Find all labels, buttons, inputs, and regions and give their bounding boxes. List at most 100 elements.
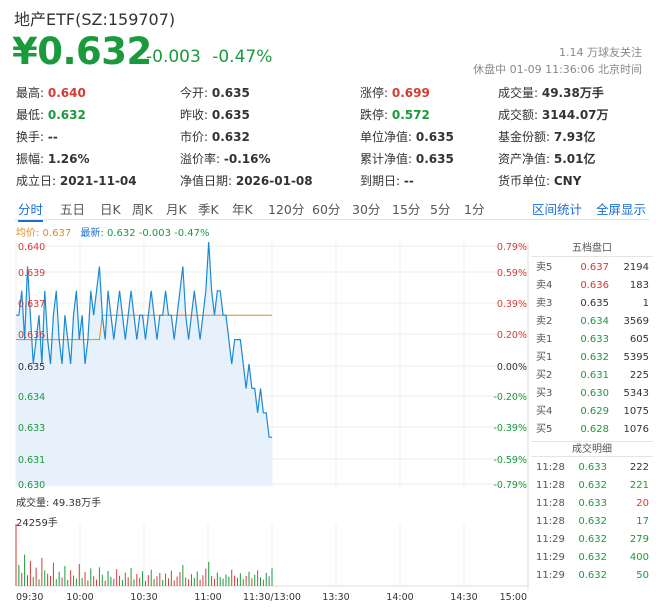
stat-value: 0.635 bbox=[415, 152, 454, 166]
stat-value: 0.572 bbox=[391, 108, 430, 122]
tab-2[interactable]: 日K bbox=[100, 202, 121, 217]
order-level-label: 卖1 bbox=[536, 334, 553, 345]
order-quantity: 183 bbox=[629, 280, 649, 291]
tab-7[interactable]: 120分 bbox=[268, 202, 305, 217]
stat-value: 2026-01-08 bbox=[235, 174, 313, 188]
order-price: 0.635 bbox=[580, 298, 609, 309]
stat-item: 资产净值: 5.01亿 bbox=[498, 150, 595, 167]
intraday-chart[interactable]: 0.640 0.639 0.637 0.636 0.635 0.634 0.633 0.631… bbox=[0, 236, 530, 615]
trade-price: 0.632 bbox=[578, 552, 607, 563]
stat-value: CNY bbox=[553, 174, 582, 188]
last-price-legend-label: 最新: bbox=[80, 228, 104, 239]
stat-value: 3144.07万 bbox=[541, 108, 609, 122]
stat-value: 7.93亿 bbox=[553, 130, 596, 144]
stats-row: 换手: -- 市价: 0.632 单位净值: 0.635 基金份额: 7.93亿 bbox=[16, 128, 646, 150]
trade-time: 11:29 bbox=[536, 534, 565, 545]
trade-time: 11:28 bbox=[536, 516, 565, 527]
order-book-row: 卖4 0.636 183 bbox=[531, 277, 653, 295]
order-quantity: 5343 bbox=[623, 388, 649, 399]
order-price: 0.637 bbox=[580, 262, 609, 273]
trades-title: 成交明细 bbox=[531, 441, 653, 457]
y-pct-tick: -0.59% bbox=[493, 455, 527, 466]
order-level-label: 卖4 bbox=[536, 280, 553, 291]
tab-12[interactable]: 1分 bbox=[464, 202, 485, 217]
trade-time: 11:29 bbox=[536, 570, 565, 581]
stat-item: 成立日: 2021-11-04 bbox=[16, 172, 137, 189]
y-pct-tick: 0.20% bbox=[497, 330, 527, 341]
y-price-tick: 0.639 bbox=[18, 268, 45, 279]
stat-item: 货币单位: CNY bbox=[498, 172, 581, 189]
order-quantity: 605 bbox=[629, 334, 649, 345]
y-price-tick: 0.631 bbox=[18, 455, 45, 466]
stats-table: 最高: 0.640 今开: 0.635 涨停: 0.699 成交量: 49.38万手最… bbox=[16, 84, 646, 194]
stat-value: 0.640 bbox=[47, 86, 86, 100]
y-price-tick: 0.634 bbox=[18, 392, 45, 403]
order-price: 0.633 bbox=[580, 334, 609, 345]
price-line bbox=[16, 241, 272, 438]
order-level-label: 买3 bbox=[536, 388, 553, 399]
trade-row: 11:28 0.632 221 bbox=[531, 477, 653, 495]
order-book-row: 卖2 0.634 3569 bbox=[531, 313, 653, 331]
tab-11[interactable]: 5分 bbox=[430, 202, 451, 217]
x-time-tick: 10:00 bbox=[66, 592, 93, 603]
trade-quantity: 221 bbox=[629, 480, 649, 491]
order-quantity: 3569 bbox=[623, 316, 649, 327]
price-area bbox=[16, 242, 272, 486]
tab-4[interactable]: 月K bbox=[166, 202, 187, 217]
stat-item: 累计净值: 0.635 bbox=[360, 150, 454, 167]
stat-value: -- bbox=[47, 130, 58, 144]
order-quantity: 1075 bbox=[623, 406, 649, 417]
stat-value: 49.38万手 bbox=[541, 86, 604, 100]
tab-5[interactable]: 季K bbox=[198, 202, 219, 217]
stat-value: 0.632 bbox=[211, 130, 250, 144]
stat-label: 成立日: bbox=[16, 174, 60, 188]
tab-1[interactable]: 五日 bbox=[60, 202, 86, 217]
avg-price-legend: 均价: 0.637 bbox=[16, 228, 72, 239]
order-book-row: 卖5 0.637 2194 bbox=[531, 259, 653, 277]
y-pct-tick: -0.39% bbox=[493, 423, 527, 434]
stat-label: 成交量: bbox=[498, 86, 542, 100]
fullscreen-link[interactable]: 全屏显示 bbox=[596, 202, 647, 217]
x-time-tick: 11:30/13:00 bbox=[243, 592, 301, 603]
tab-3[interactable]: 周K bbox=[132, 202, 153, 217]
trade-quantity: 222 bbox=[629, 462, 649, 473]
tab-10[interactable]: 15分 bbox=[392, 202, 421, 217]
tab-0[interactable]: 分时 bbox=[18, 199, 44, 222]
trade-price: 0.633 bbox=[578, 462, 607, 473]
stat-item: 昨收: 0.635 bbox=[180, 106, 250, 123]
order-level-label: 买4 bbox=[536, 406, 553, 417]
stat-value: -- bbox=[403, 174, 414, 188]
x-time-tick: 14:30 bbox=[450, 592, 477, 603]
stat-label: 换手: bbox=[16, 130, 48, 144]
stat-item: 跌停: 0.572 bbox=[360, 106, 430, 123]
order-book-row: 买2 0.631 225 bbox=[531, 367, 653, 385]
change-percent: -0.47% bbox=[212, 47, 273, 67]
order-level-label: 买5 bbox=[536, 424, 553, 435]
y-pct-tick: -0.20% bbox=[493, 392, 527, 403]
tab-9[interactable]: 30分 bbox=[352, 202, 381, 217]
order-level-label: 买1 bbox=[536, 352, 553, 363]
trade-row: 11:29 0.632 400 bbox=[531, 549, 653, 567]
trade-quantity: 50 bbox=[636, 570, 649, 581]
order-price: 0.634 bbox=[580, 316, 609, 327]
trade-time: 11:28 bbox=[536, 480, 565, 491]
period-tabs: 分时 五日 日K 周K 月K 季K 年K 120分 60分 30分 15分 5分 1分 区间统计 全屏显示 bbox=[14, 198, 650, 222]
stat-value: 0.699 bbox=[391, 86, 430, 100]
chart-legend: 均价: 0.637 最新: 0.632 -0.003 -0.47% bbox=[16, 224, 210, 239]
trade-price: 0.633 bbox=[578, 498, 607, 509]
last-price-legend-value: 0.632 -0.003 -0.47% bbox=[106, 228, 210, 239]
stat-item: 涨停: 0.699 bbox=[360, 84, 430, 101]
stat-label: 基金份额: bbox=[498, 130, 554, 144]
security-title: 地产ETF(SZ:159707) bbox=[14, 10, 176, 29]
order-book-row: 买3 0.630 5343 bbox=[531, 385, 653, 403]
tab-8[interactable]: 60分 bbox=[312, 202, 341, 217]
stats-row: 最高: 0.640 今开: 0.635 涨停: 0.699 成交量: 49.38万手 bbox=[16, 84, 646, 106]
stat-label: 市价: bbox=[180, 130, 212, 144]
stat-label: 昨收: bbox=[180, 108, 212, 122]
stat-value: -0.16% bbox=[223, 152, 271, 166]
tab-6[interactable]: 年K bbox=[232, 202, 253, 217]
y-pct-tick: 0.79% bbox=[497, 242, 527, 253]
y-pct-tick: 0.00% bbox=[497, 362, 527, 373]
range-stats-link[interactable]: 区间统计 bbox=[532, 202, 583, 217]
order-book-row: 买1 0.632 5395 bbox=[531, 349, 653, 367]
